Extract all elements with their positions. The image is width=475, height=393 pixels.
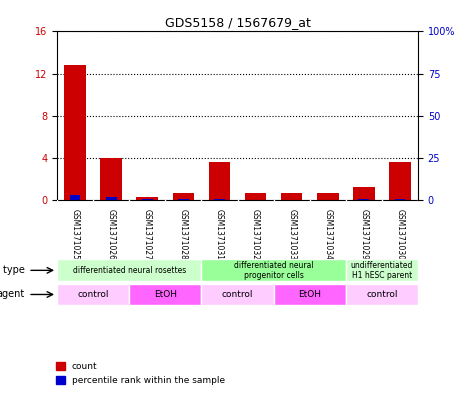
- Text: GSM1371031: GSM1371031: [215, 209, 224, 260]
- Bar: [389, 162, 411, 200]
- Bar: [353, 187, 375, 200]
- Text: cell type: cell type: [0, 265, 25, 275]
- FancyBboxPatch shape: [346, 284, 418, 305]
- Bar: [136, 196, 158, 200]
- Text: GSM1371030: GSM1371030: [396, 209, 404, 260]
- Bar: [359, 199, 369, 200]
- Text: differentiated neural rosettes: differentiated neural rosettes: [73, 266, 186, 275]
- Text: control: control: [222, 290, 253, 299]
- Bar: [209, 162, 230, 200]
- FancyBboxPatch shape: [201, 284, 274, 305]
- Bar: [178, 199, 189, 200]
- FancyBboxPatch shape: [274, 284, 346, 305]
- Text: control: control: [77, 290, 109, 299]
- Bar: [317, 193, 339, 200]
- Text: EtOH: EtOH: [298, 290, 321, 299]
- Legend: count, percentile rank within the sample: count, percentile rank within the sample: [52, 358, 228, 389]
- Text: control: control: [366, 290, 398, 299]
- Text: GSM1371033: GSM1371033: [287, 209, 296, 260]
- Text: undifferentiated
H1 hESC parent: undifferentiated H1 hESC parent: [351, 261, 413, 280]
- Bar: [214, 199, 225, 200]
- FancyBboxPatch shape: [129, 284, 201, 305]
- Bar: [64, 65, 86, 200]
- Bar: [70, 195, 80, 200]
- FancyBboxPatch shape: [57, 259, 201, 281]
- Text: agent: agent: [0, 290, 25, 299]
- FancyBboxPatch shape: [346, 259, 418, 281]
- Bar: [142, 199, 152, 200]
- Bar: [106, 198, 116, 200]
- Bar: [172, 193, 194, 200]
- Bar: [281, 193, 303, 200]
- Text: GSM1371028: GSM1371028: [179, 209, 188, 260]
- Text: GSM1371025: GSM1371025: [71, 209, 79, 260]
- Text: GSM1371027: GSM1371027: [143, 209, 152, 260]
- Text: GSM1371034: GSM1371034: [323, 209, 332, 260]
- Text: GSM1371026: GSM1371026: [107, 209, 115, 260]
- Text: GSM1371032: GSM1371032: [251, 209, 260, 260]
- Title: GDS5158 / 1567679_at: GDS5158 / 1567679_at: [164, 16, 311, 29]
- FancyBboxPatch shape: [57, 284, 129, 305]
- Text: EtOH: EtOH: [154, 290, 177, 299]
- Bar: [395, 199, 405, 200]
- Bar: [245, 193, 266, 200]
- Bar: [100, 158, 122, 200]
- Text: differentiated neural
progenitor cells: differentiated neural progenitor cells: [234, 261, 314, 280]
- Text: GSM1371029: GSM1371029: [360, 209, 368, 260]
- FancyBboxPatch shape: [201, 259, 346, 281]
